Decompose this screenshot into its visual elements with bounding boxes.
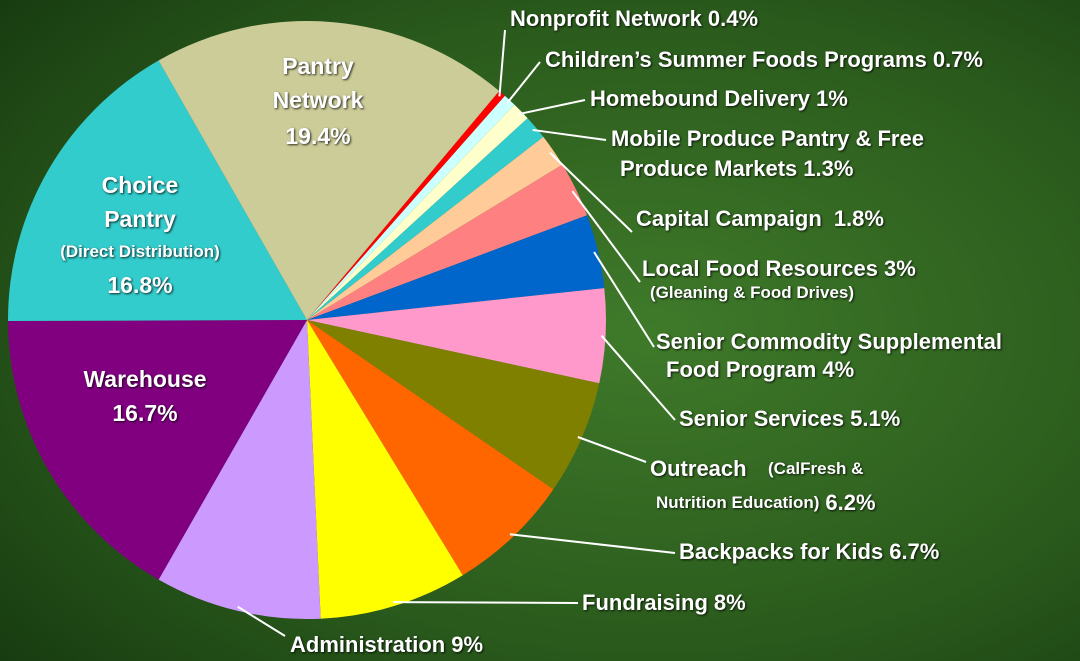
value-label: 6.2% xyxy=(825,490,875,515)
slice-label: Pantry xyxy=(282,53,354,79)
value-label: 0.7% xyxy=(933,47,983,72)
slice-label: Pantry xyxy=(104,206,176,232)
value-label: 3% xyxy=(884,256,916,281)
slice-label-text: Pantry xyxy=(282,53,354,79)
slice-label-text: Produce Markets xyxy=(620,156,797,181)
chart: Nonprofit Network0.4% Children’s Summer F… xyxy=(0,0,1080,661)
slice-label-text: Capital Campaign xyxy=(636,206,822,231)
slice-label-text: Food Program xyxy=(666,357,816,382)
slice-label-text: Pantry xyxy=(104,206,176,232)
slice-label-text: Choice xyxy=(102,172,179,198)
slice-label-text: (CalFresh & xyxy=(768,459,863,478)
leader-line xyxy=(393,602,578,603)
slice-label-text: Senior Services xyxy=(679,406,844,431)
value-label: 8% xyxy=(714,590,746,615)
slice-label-text: Children’s Summer Foods Programs xyxy=(545,47,927,72)
slice-label-text: Nutrition Education) xyxy=(656,493,819,512)
page: Nonprofit Network0.4% Children’s Summer F… xyxy=(0,0,1080,661)
slice-label-text: Mobile Produce Pantry & Free xyxy=(611,126,924,151)
slice-label-text: Senior Commodity Supplemental xyxy=(656,329,1002,354)
slice-label: Senior Commodity Supplemental xyxy=(656,329,1002,354)
value-label: 9% xyxy=(451,632,483,657)
slice-label: Mobile Produce Pantry & Free xyxy=(611,126,924,151)
slice-label: Choice xyxy=(102,172,179,198)
slice-label: Capital Campaign 1.8% xyxy=(636,206,884,231)
slice-label-text: Homebound Delivery xyxy=(590,86,811,111)
slice-label-text: Warehouse xyxy=(83,366,206,392)
slice-label: Outreach xyxy=(650,456,747,481)
slice-label: Warehouse xyxy=(83,366,206,392)
value-label: 5.1% xyxy=(850,406,900,431)
value-label-text: 16.7% xyxy=(112,400,177,426)
slice-label-text: Fundraising xyxy=(582,590,708,615)
slice-label-text: (Gleaning & Food Drives) xyxy=(650,283,854,302)
slice-label: Network xyxy=(273,87,364,113)
slice-label-text: Nonprofit Network xyxy=(510,6,703,31)
value-label: 1% xyxy=(816,86,848,111)
slice-label: Nutrition Education) 6.2% xyxy=(656,490,876,515)
slice-label-text: Backpacks for Kids xyxy=(679,539,883,564)
slice-label-text: Outreach xyxy=(650,456,747,481)
value-label: 16.8% xyxy=(107,272,172,298)
value-label: 6.7% xyxy=(889,539,939,564)
value-label: 16.7% xyxy=(112,400,177,426)
value-label: 4% xyxy=(822,357,854,382)
slice-label: (CalFresh & xyxy=(768,459,863,478)
slice-label: (Direct Distribution) xyxy=(60,242,220,261)
value-label-text: 16.8% xyxy=(107,272,172,298)
value-label: 1.3% xyxy=(803,156,853,181)
slice-label-text: Local Food Resources xyxy=(642,256,878,281)
value-label: 0.4% xyxy=(708,6,758,31)
slice-label: (Gleaning & Food Drives) xyxy=(650,283,854,302)
value-label-text: 19.4% xyxy=(285,123,350,149)
slice-label-text: Network xyxy=(273,87,364,113)
slice-label-text: Administration xyxy=(290,632,445,657)
value-label: 19.4% xyxy=(285,123,350,149)
slice-label-text: (Direct Distribution) xyxy=(60,242,220,261)
value-label: 1.8% xyxy=(834,206,884,231)
